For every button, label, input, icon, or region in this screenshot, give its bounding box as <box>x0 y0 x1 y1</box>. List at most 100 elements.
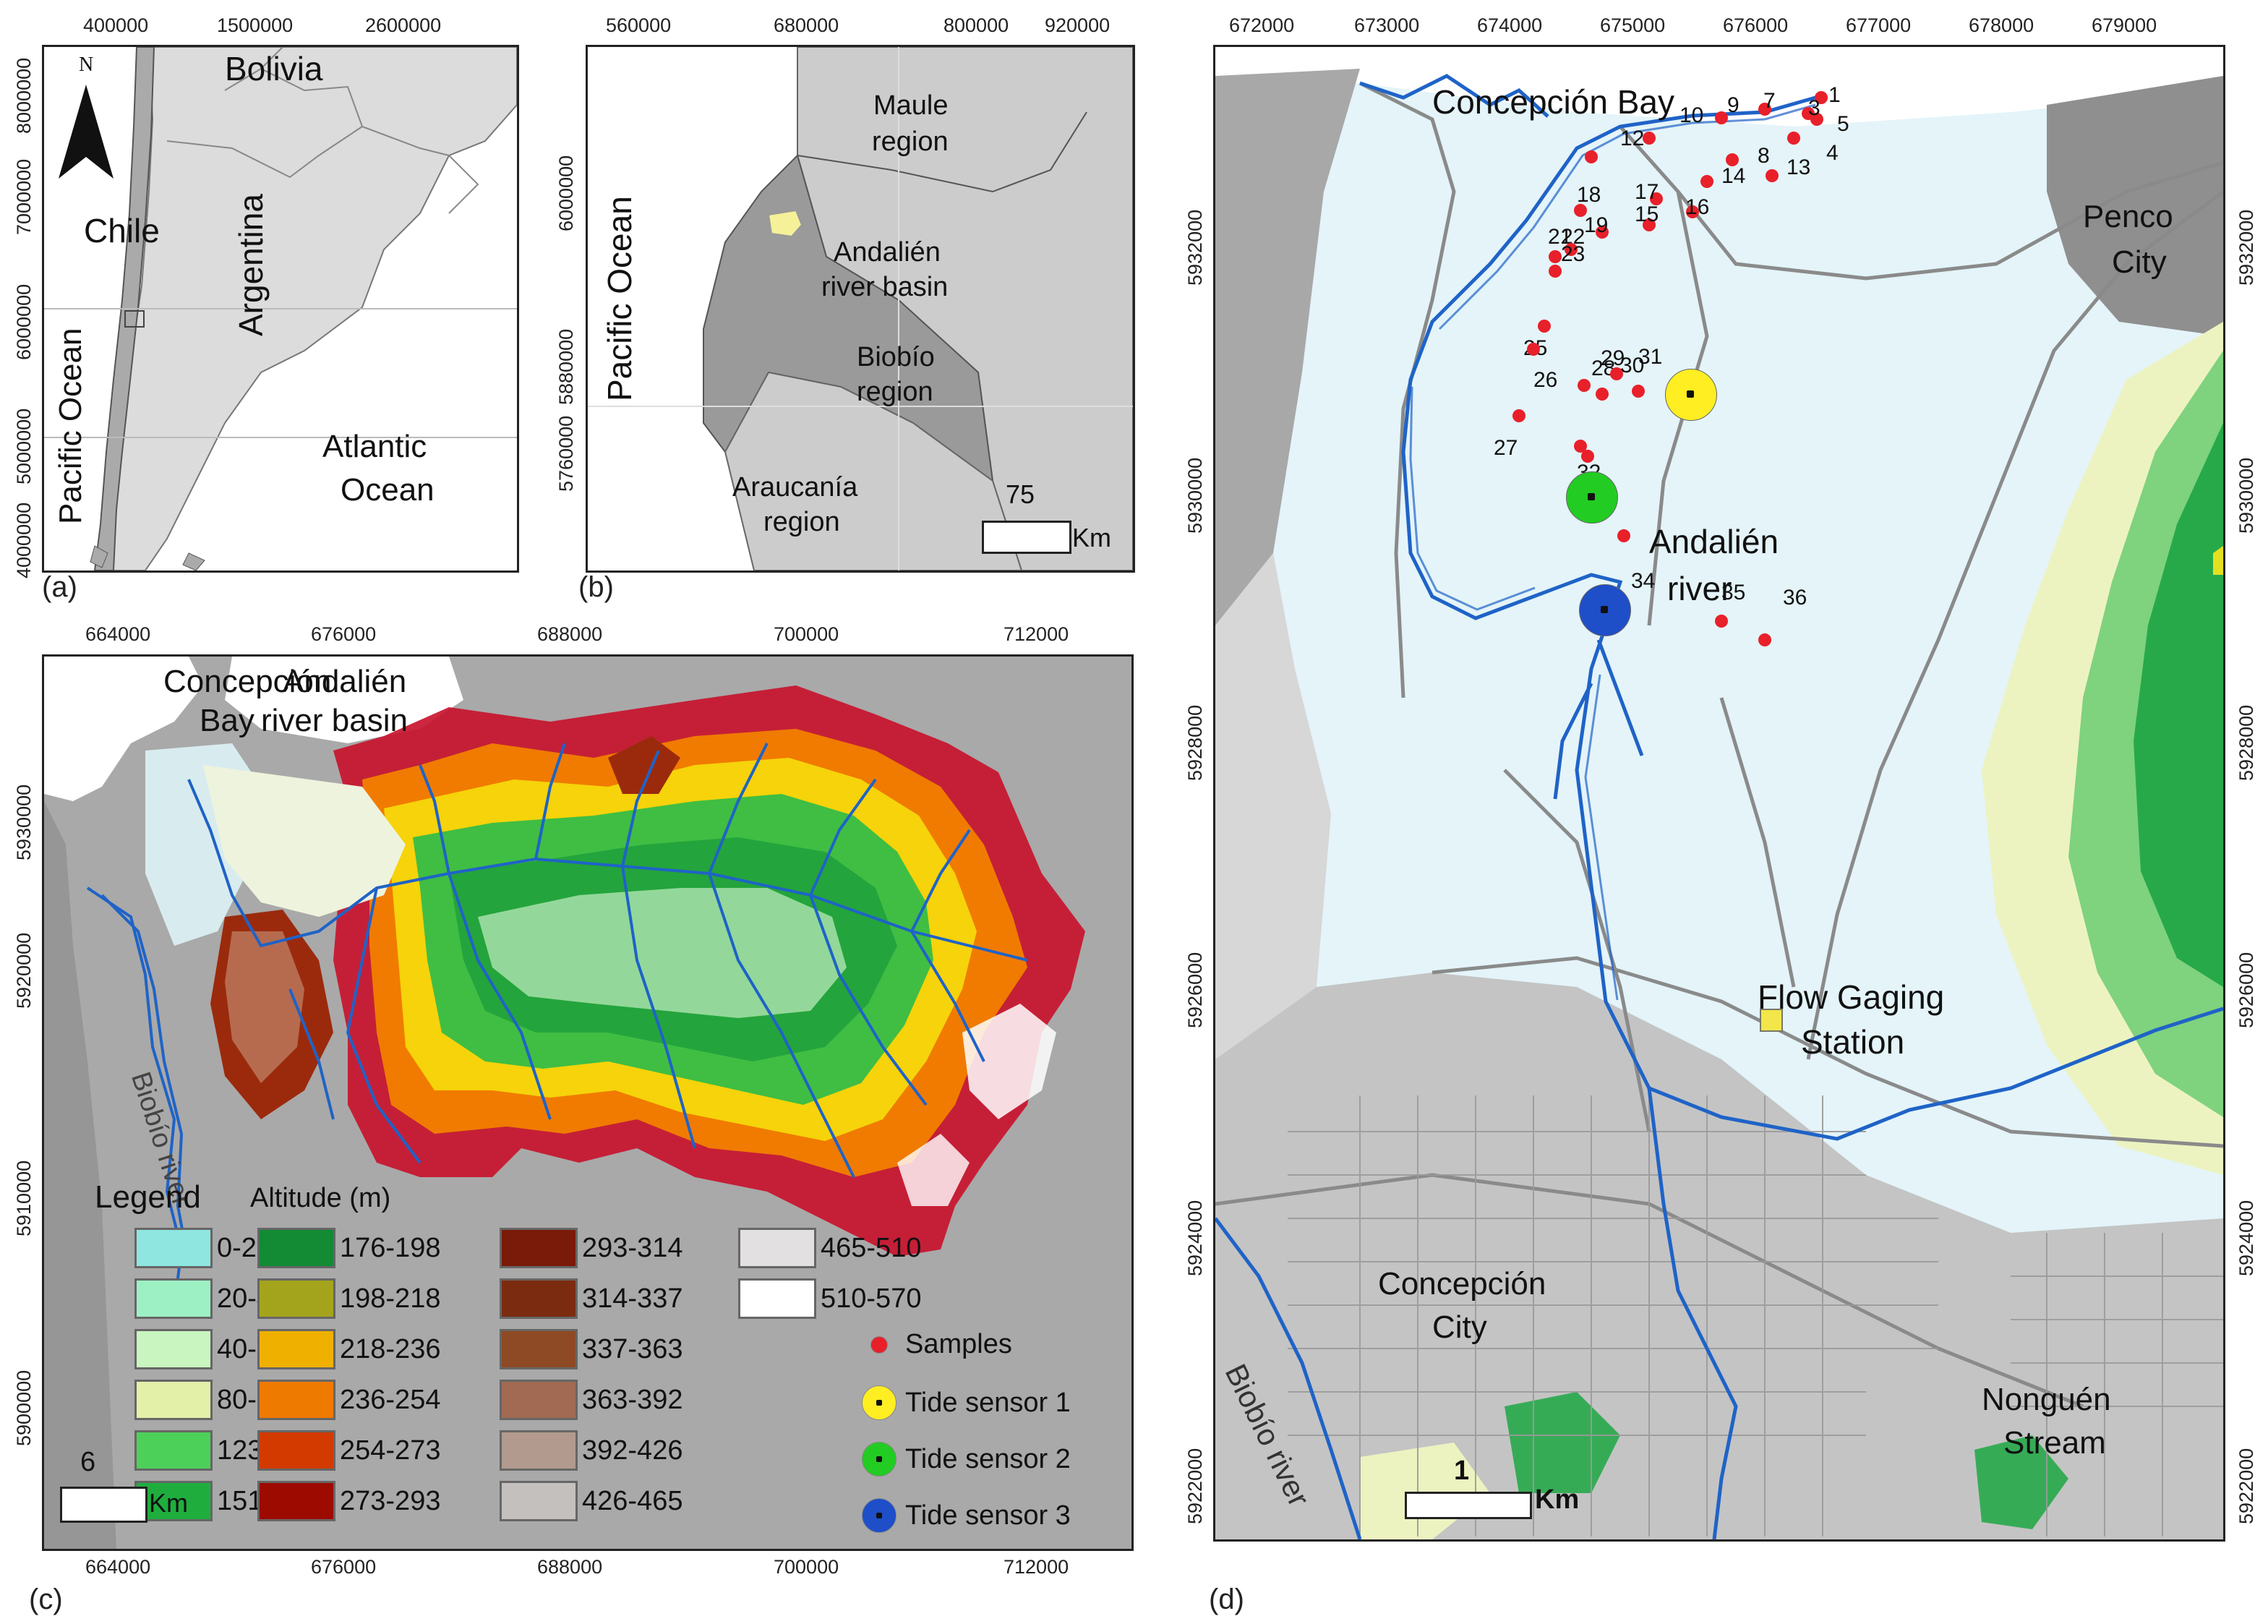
scale-value-b: 75 <box>1006 479 1035 509</box>
scale-bar-b <box>982 521 1071 554</box>
sample-number-label: 7 <box>1763 89 1776 113</box>
label-nonguen-1: Nonguén <box>1982 1382 2111 1417</box>
basin-altitude-map <box>44 657 1085 1549</box>
legend-altitude-class: 363-392 <box>500 1380 682 1420</box>
tide-sensor-icon <box>1566 471 1618 523</box>
tick-left: 5930000 <box>13 784 35 860</box>
sample-number-label: 19 <box>1584 213 1609 237</box>
tick-right: 5928000 <box>2235 704 2257 781</box>
legend-range-label: 314-337 <box>582 1283 683 1314</box>
sample-number-label: 18 <box>1577 183 1601 207</box>
sample-point <box>1758 103 1771 116</box>
sample-point <box>1596 226 1609 239</box>
sample-point <box>1574 440 1587 453</box>
legend-range-label: 426-465 <box>582 1485 683 1516</box>
tick-left: 5920000 <box>13 932 35 1009</box>
label-andalien-river-1: Andalién <box>1649 523 1779 560</box>
tide-sensor-icon <box>1665 369 1717 421</box>
sample-number-label: 9 <box>1727 93 1739 117</box>
map-frame-b: Maule region Andalién river basin Biobío… <box>586 45 1135 573</box>
legend-altitude-class: 337-363 <box>500 1329 682 1369</box>
label-basin-2: river basin <box>261 703 408 738</box>
legend-range-label: 392-426 <box>582 1435 683 1466</box>
label-bolivia: Bolivia <box>225 50 323 87</box>
legend-range-label: 236-254 <box>340 1384 441 1415</box>
label-biobio-1: Biobío <box>857 342 935 372</box>
legend-swatch <box>738 1278 816 1319</box>
label-chile: Chile <box>84 212 160 249</box>
tick-top: 676000 <box>311 623 377 645</box>
sample-point <box>1549 250 1562 263</box>
legend-symbol-row: Samples <box>857 1329 1012 1360</box>
altitude-legend: 0-2020-4040-8080-123123-151151-176176-19… <box>134 1228 1131 1533</box>
legend-swatch <box>738 1228 816 1268</box>
sample-number-label: 10 <box>1679 103 1704 127</box>
sample-number-label: 5 <box>1837 112 1849 136</box>
sample-point <box>1643 132 1656 145</box>
label-araucania-1: Araucanía <box>732 472 858 503</box>
sample-point <box>1549 265 1562 278</box>
legend-swatch <box>500 1228 578 1268</box>
tick-left: 5928000 <box>1184 704 1206 781</box>
label-nonguen-2: Stream <box>2003 1425 2106 1461</box>
sample-number-label: 26 <box>1533 368 1558 392</box>
tick-top: 920000 <box>1045 14 1111 36</box>
legend-symbol-label: Tide sensor 3 <box>905 1500 1071 1531</box>
label-penco-2: City <box>2112 244 2167 280</box>
sample-point <box>1565 243 1578 256</box>
legend-swatch <box>257 1430 335 1471</box>
tick-top: 674000 <box>1477 14 1543 36</box>
tick-top: 1500000 <box>217 14 294 36</box>
sample-number-label: 17 <box>1635 180 1659 204</box>
samples-layer: 1543791012138141716151918212223252627282… <box>1215 47 2223 1539</box>
sample-point <box>1715 615 1728 628</box>
legend-symbol-row: Tide sensor 1 <box>857 1385 1071 1420</box>
north-arrow-icon <box>59 85 114 179</box>
tick-left: 5932000 <box>1184 209 1206 286</box>
tick-top: 688000 <box>537 623 603 645</box>
tick-bottom: 688000 <box>537 1556 603 1578</box>
legend-swatch <box>500 1329 578 1369</box>
tick-left: 5926000 <box>1184 952 1206 1028</box>
legend-swatch <box>134 1329 213 1369</box>
label-flow-2: Station <box>1801 1023 1905 1061</box>
map-frame-d: 1543791012138141716151918212223252627282… <box>1213 45 2225 1542</box>
legend-symbol-label: Tide sensor 2 <box>905 1443 1071 1474</box>
sample-point <box>1512 409 1525 422</box>
flow-gaging-station-icon <box>1760 1009 1783 1032</box>
sample-point <box>1726 153 1739 166</box>
legend-swatch <box>500 1380 578 1420</box>
altitude-title: Altitude (m) <box>250 1183 391 1213</box>
label-bay-1: Concepción <box>163 664 332 699</box>
sample-point <box>1585 150 1598 163</box>
legend-swatch <box>500 1481 578 1521</box>
tide-sensor-icon <box>1579 584 1631 636</box>
sample-point <box>1766 169 1779 182</box>
label-pacific-b: Pacific Ocean <box>601 196 638 401</box>
label-atlantic-1: Atlantic <box>322 429 427 464</box>
tick-left: 5922000 <box>1184 1448 1206 1524</box>
legend-swatch <box>500 1430 578 1471</box>
legend-altitude-class: 465-510 <box>738 1228 921 1268</box>
tick-bottom: 676000 <box>311 1556 377 1578</box>
legend-altitude-class: 176-198 <box>257 1228 440 1268</box>
sample-number-label: 13 <box>1786 155 1811 179</box>
tick-left: 5900000 <box>13 1369 35 1446</box>
legend-symbol-row: Tide sensor 3 <box>857 1498 1071 1533</box>
legend-range-label: 273-293 <box>340 1485 441 1516</box>
sample-point <box>1581 450 1594 463</box>
sample-number-label: 30 <box>1620 354 1645 377</box>
map-frame-c: Concepción Bay Andalién river basin Biob… <box>42 654 1134 1551</box>
label-biobio-2: region <box>857 377 933 407</box>
regions-map <box>588 47 1133 570</box>
tick-right: 5922000 <box>2235 1448 2257 1524</box>
label-argentina: Argentina <box>232 194 270 336</box>
tick-left: 5000000 <box>13 408 35 484</box>
sample-point <box>1758 633 1771 646</box>
tick-top: 679000 <box>2092 14 2157 36</box>
sample-number-label: 29 <box>1601 346 1625 370</box>
tick-left: 5880000 <box>555 328 577 405</box>
sample-point <box>1617 529 1630 542</box>
tick-left: 5930000 <box>1184 457 1206 534</box>
legend-altitude-class: 198-218 <box>257 1278 440 1319</box>
